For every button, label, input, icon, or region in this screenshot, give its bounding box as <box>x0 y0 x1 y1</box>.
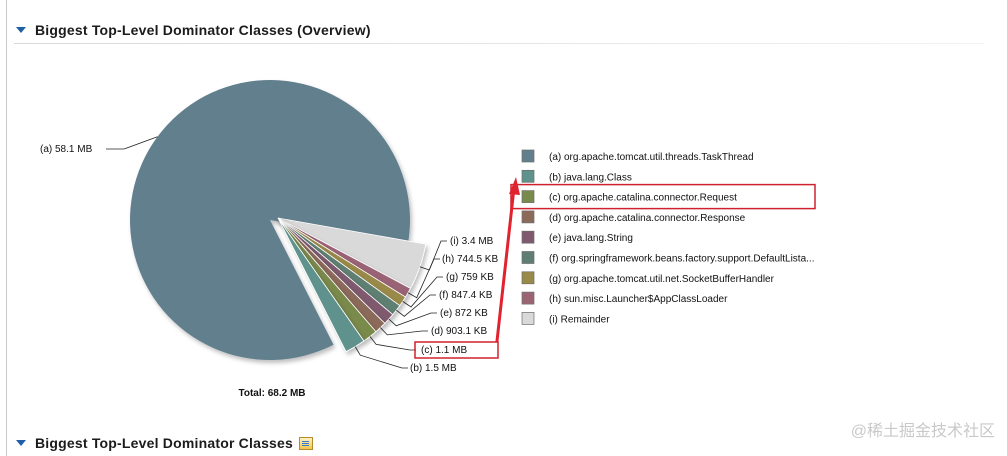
slice-label: (g) 759 KB <box>446 272 494 283</box>
pie-slice <box>129 80 411 360</box>
overview-section-title: Biggest Top-Level Dominator Classes (Ove… <box>35 22 371 38</box>
slice-leader-line <box>407 258 440 299</box>
legend-entry-label: (g) org.apache.tomcat.util.net.SocketBuf… <box>549 274 775 285</box>
slice-leader-line <box>354 346 408 369</box>
slice-label: (f) 847.4 KB <box>439 290 493 301</box>
slice-label: (e) 872 KB <box>440 308 488 319</box>
slice-leader-line <box>380 327 428 336</box>
slice-leader-line <box>369 336 416 351</box>
slice-leader-line <box>388 312 437 327</box>
legend-swatch <box>521 291 535 305</box>
section-divider <box>14 43 984 44</box>
collapse-toggle-icon[interactable] <box>16 27 26 33</box>
slice-leader-line <box>396 294 436 317</box>
legend-highlight-box <box>510 183 816 210</box>
classes-section-title: Biggest Top-Level Dominator Classes <box>35 435 294 451</box>
slice-label: (i) 3.4 MB <box>450 236 494 247</box>
legend-swatch <box>521 149 535 163</box>
highlight-arrow-head <box>509 177 520 195</box>
legend-entry-label: (f) org.springframework.beans.factory.su… <box>549 254 814 265</box>
legend-entry-label: (a) org.apache.tomcat.util.threads.TaskT… <box>549 152 754 163</box>
slice-leader-line <box>106 136 158 150</box>
slice-label: (c) 1.1 MB <box>421 345 467 356</box>
left-border <box>6 0 7 456</box>
chart-total-label: Total: 68.2 MB <box>238 388 305 399</box>
slice-label: (h) 744.5 KB <box>442 254 498 265</box>
slice-leader-line <box>402 276 443 308</box>
legend-swatch <box>521 210 535 224</box>
collapse-toggle-icon[interactable] <box>16 440 26 446</box>
legend-entry-label: (i) Remainder <box>549 314 610 325</box>
legend-entry-label: (h) sun.misc.Launcher$AppClassLoader <box>549 294 728 305</box>
slice-label: (b) 1.5 MB <box>410 363 457 374</box>
page-icon[interactable] <box>299 436 314 450</box>
highlight-arrow-line <box>495 186 516 343</box>
overview-section-header[interactable]: Biggest Top-Level Dominator Classes (Ove… <box>16 22 371 38</box>
legend-swatch <box>521 312 535 325</box>
label-highlight-box <box>414 341 499 359</box>
legend-swatch <box>521 190 535 203</box>
legend-swatch <box>521 230 535 244</box>
legend-entry-label: (e) java.lang.String <box>549 233 633 244</box>
classes-section-header[interactable]: Biggest Top-Level Dominator Classes <box>16 435 314 451</box>
legend-swatch <box>521 271 535 285</box>
legend-entry-label: (d) org.apache.catalina.connector.Respon… <box>549 213 746 224</box>
slice-leader-line <box>419 240 447 271</box>
legend-swatch <box>521 251 535 264</box>
slice-label: (a) 58.1 MB <box>40 144 93 155</box>
legend-entry-label: (b) java.lang.Class <box>549 172 632 183</box>
watermark: @稀土掘金技术社区 <box>850 423 995 440</box>
slice-label: (d) 903.1 KB <box>431 326 487 337</box>
legend-entry-label: (c) org.apache.catalina.connector.Reques… <box>549 193 737 204</box>
legend-swatch <box>521 169 535 183</box>
